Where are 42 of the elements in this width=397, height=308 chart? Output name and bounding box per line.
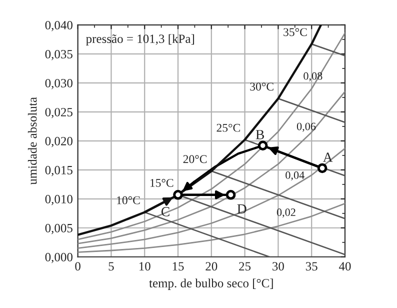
x-tick-label: 25 xyxy=(239,262,251,271)
annotation: 0,06 xyxy=(296,122,316,132)
annotation: 0,02 xyxy=(276,208,296,218)
annotation: 20°C xyxy=(183,155,207,164)
point xyxy=(226,190,236,200)
data-label: D xyxy=(237,204,246,214)
y-tick-label: 0,025 xyxy=(45,108,72,118)
annotation: 30°C xyxy=(250,82,274,91)
data-label: B xyxy=(256,130,264,140)
y-tick-label: 0,000 xyxy=(45,252,72,264)
x-tick-label: 0 xyxy=(75,262,80,271)
x-tick-label: 35 xyxy=(306,262,318,271)
x-tick-label: 20 xyxy=(206,262,218,271)
line-series xyxy=(78,90,345,244)
x-tick-label: 30 xyxy=(272,262,284,271)
y-axis-title: umidade absoluta xyxy=(28,97,37,185)
y-tick-label: 0,005 xyxy=(45,224,72,234)
line-series xyxy=(78,148,345,249)
annotation: 0,04 xyxy=(286,171,304,180)
annotation: 0,08 xyxy=(304,72,322,82)
annotation: 15°C xyxy=(150,178,174,187)
x-tick-label: 40 xyxy=(338,262,351,271)
point xyxy=(173,190,183,200)
data-label: A xyxy=(322,152,333,162)
x-tick-label: 5 xyxy=(108,262,114,271)
y-tick-label: 0,010 xyxy=(45,194,72,206)
y-tick-label: 0,020 xyxy=(45,136,72,148)
y-tick-label: 0,015 xyxy=(45,166,72,176)
data-label: C xyxy=(161,207,170,216)
x-tick-label: 10 xyxy=(139,262,150,271)
annotation: 35°C xyxy=(284,28,307,36)
point xyxy=(258,140,268,150)
y-tick-label: 0,030 xyxy=(45,78,72,90)
y-tick-label: 0,035 xyxy=(45,50,72,60)
y-tick-label: 0,040 xyxy=(45,20,72,32)
line-series xyxy=(78,202,345,253)
annotation: 10°C xyxy=(117,196,140,204)
point xyxy=(317,163,328,174)
x-axis-title: temp. de bulbo seco [°C] xyxy=(149,278,273,290)
x-tick-label: 15 xyxy=(172,262,184,271)
annotation: 25°C xyxy=(216,124,240,132)
annotation: pressão = 101,3 [kPa] xyxy=(86,34,194,46)
